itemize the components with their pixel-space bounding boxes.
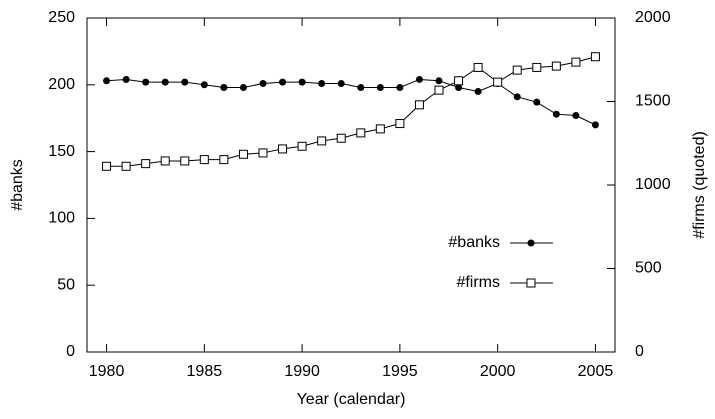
data-point bbox=[590, 52, 600, 62]
data-point bbox=[220, 83, 228, 91]
data-point bbox=[318, 79, 326, 87]
data-point bbox=[200, 81, 208, 89]
y2-tick-label: 1000 bbox=[635, 176, 671, 193]
data-point bbox=[552, 110, 560, 118]
y-axis-label: #banks bbox=[9, 159, 26, 211]
data-point bbox=[239, 83, 247, 91]
series-line bbox=[106, 56, 596, 167]
x-tick-label: 1985 bbox=[187, 363, 223, 380]
data-point bbox=[142, 78, 150, 86]
data-point bbox=[278, 144, 288, 154]
data-point bbox=[219, 155, 229, 165]
data-point bbox=[161, 78, 169, 86]
data-point bbox=[279, 78, 287, 86]
data-point bbox=[297, 141, 307, 151]
y2-tick-label: 2000 bbox=[635, 9, 671, 26]
y2-axis-label: #firms (quoted) bbox=[691, 131, 708, 239]
data-point bbox=[551, 61, 561, 71]
data-point bbox=[572, 112, 580, 120]
y-tick-label: 200 bbox=[48, 76, 75, 93]
x-tick-label: 1980 bbox=[89, 363, 125, 380]
data-point bbox=[356, 128, 366, 138]
y2-tick-label: 0 bbox=[635, 343, 644, 360]
data-point bbox=[160, 156, 170, 166]
data-point bbox=[121, 161, 131, 171]
x-axis-label: Year (calendar) bbox=[297, 391, 406, 408]
data-point bbox=[375, 124, 385, 134]
x-tick-label: 2005 bbox=[578, 363, 614, 380]
data-point bbox=[337, 79, 345, 87]
y-tick-label: 100 bbox=[48, 210, 75, 227]
data-point bbox=[591, 121, 599, 129]
data-point bbox=[533, 98, 541, 106]
data-point bbox=[493, 77, 503, 87]
x-tick-label: 1990 bbox=[284, 363, 320, 380]
data-point bbox=[455, 83, 463, 91]
data-point bbox=[434, 85, 444, 95]
data-point bbox=[259, 79, 267, 87]
x-tick-label: 2000 bbox=[480, 363, 516, 380]
data-point bbox=[395, 119, 405, 129]
data-point bbox=[258, 148, 268, 158]
data-point bbox=[532, 62, 542, 72]
data-point bbox=[122, 75, 130, 83]
series-line bbox=[106, 78, 596, 126]
data-point bbox=[454, 76, 464, 86]
legend-marker bbox=[527, 239, 535, 247]
x-tick-label: 1995 bbox=[382, 363, 418, 380]
data-point bbox=[180, 156, 190, 166]
data-point bbox=[317, 136, 327, 146]
data-point bbox=[238, 149, 248, 159]
y-tick-label: 0 bbox=[66, 343, 75, 360]
data-point bbox=[571, 57, 581, 67]
data-point bbox=[396, 83, 404, 91]
data-point bbox=[181, 78, 189, 86]
data-point bbox=[512, 65, 522, 75]
legend-label: #firms bbox=[456, 274, 500, 291]
data-point bbox=[415, 75, 423, 83]
data-point bbox=[103, 77, 111, 85]
data-point bbox=[141, 159, 151, 169]
data-point bbox=[336, 133, 346, 143]
y-tick-label: 50 bbox=[57, 276, 75, 293]
y-tick-label: 250 bbox=[48, 9, 75, 26]
data-point bbox=[199, 155, 209, 165]
legend-label: #banks bbox=[448, 234, 500, 251]
y-tick-label: 150 bbox=[48, 143, 75, 160]
y2-tick-label: 500 bbox=[635, 260, 662, 277]
data-point bbox=[357, 83, 365, 91]
data-point bbox=[435, 77, 443, 85]
data-point bbox=[376, 83, 384, 91]
data-point bbox=[473, 62, 483, 72]
y2-tick-label: 1500 bbox=[635, 93, 671, 110]
data-point bbox=[474, 87, 482, 95]
data-point bbox=[513, 93, 521, 101]
data-point bbox=[102, 161, 112, 171]
data-point bbox=[414, 100, 424, 110]
legend-marker bbox=[526, 278, 536, 288]
data-point bbox=[298, 78, 306, 86]
